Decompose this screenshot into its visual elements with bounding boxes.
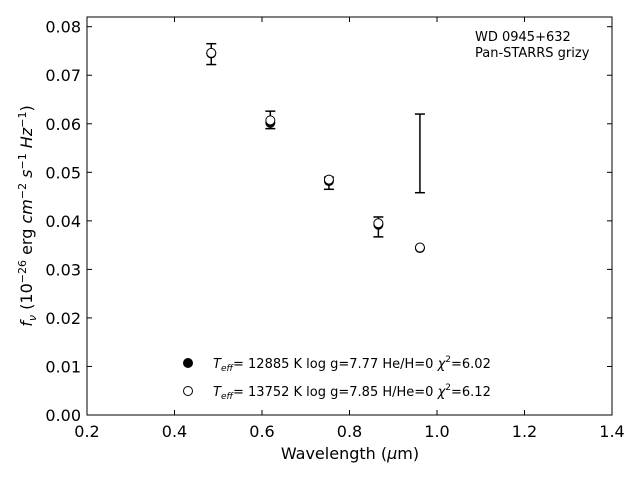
- model-point-open: [373, 218, 384, 229]
- error-bars: [206, 42, 425, 238]
- y-tick-label: 0.02: [45, 309, 81, 328]
- y-tick-label: 0.07: [45, 66, 81, 85]
- x-tick-label: 0.8: [337, 422, 362, 441]
- annotation-line-1: WD 0945+632: [475, 30, 571, 45]
- legend-marker-open: [183, 386, 193, 396]
- x-tick-label: 1.2: [512, 422, 537, 441]
- y-tick-label: 0.08: [45, 18, 81, 37]
- x-tick-label: 0.2: [74, 422, 99, 441]
- plot-frame: [86, 16, 613, 416]
- ticks: 0.2 0.4 0.6 0.8 1.0 1.2 1.4 0.00 0.01 0.02 0.03 0.0…: [45, 17, 625, 441]
- y-tick-label: 0.00: [45, 406, 81, 425]
- y-tick-label: 0.04: [45, 212, 81, 231]
- data-points: [206, 47, 425, 254]
- model-point-open: [323, 174, 334, 185]
- legend-marker-filled: [183, 358, 193, 368]
- legend-label-2: Teff= 13752 K log g=7.85 H/He=0 χ2=6.12: [213, 383, 491, 402]
- y-tick-label: 0.05: [45, 163, 81, 182]
- y-tick-label: 0.01: [45, 357, 81, 376]
- y-tick-label: 0.03: [45, 260, 81, 279]
- x-tick-label: 0.4: [162, 422, 187, 441]
- y-tick-label: 0.06: [45, 115, 81, 134]
- model-point-open: [265, 115, 276, 126]
- y-axis-label: fν (10−26 erg cm−2 s−1 Hz−1): [16, 105, 39, 326]
- x-axis-label: Wavelength (μm): [281, 444, 419, 463]
- legend-label-1: Teff= 12885 K log g=7.77 He/H=0 χ2=6.02: [213, 355, 491, 374]
- model-point-open: [414, 242, 425, 253]
- legend: Teff= 12885 K log g=7.77 He/H=0 χ2=6.02 …: [183, 355, 491, 402]
- x-tick-label: 1.0: [424, 422, 449, 441]
- annotation-line-2: Pan-STARRS grizy: [475, 46, 590, 61]
- x-tick-label: 0.6: [249, 422, 274, 441]
- model-point-open: [206, 47, 217, 58]
- x-tick-label: 1.4: [599, 422, 624, 441]
